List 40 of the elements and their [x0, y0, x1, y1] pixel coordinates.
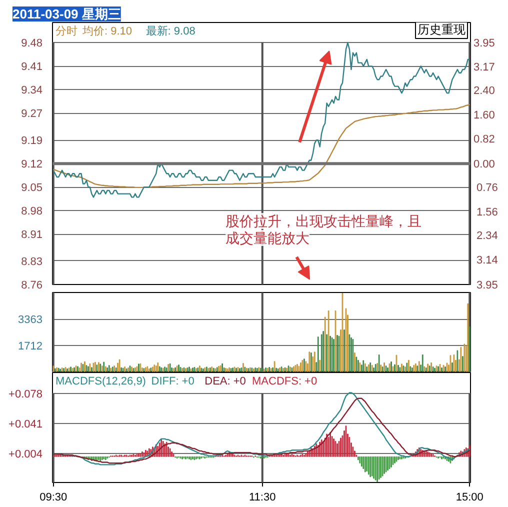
y-tick-label: +0.041 [8, 418, 42, 430]
x-tick-label: 09:30 [40, 492, 68, 504]
text: DEA: +0 [204, 376, 246, 388]
y-tick-label: +0.004 [8, 448, 42, 460]
annotation: 股价拉升，出现攻击性量峰，且成交量能放大 [226, 212, 422, 246]
text: 均价: 9.10 [82, 26, 132, 38]
y-tick-label: 9.41 [21, 61, 43, 74]
y-tick-label: 8.83 [21, 256, 43, 268]
y2-tick-label: 0.00 [474, 158, 495, 171]
x-tick-label: 15:00 [456, 492, 484, 504]
y3-tick-label: 3.14 [476, 254, 498, 267]
y3-tick-label: 3.95 [476, 280, 498, 292]
y3-tick-label: 0.76 [476, 182, 498, 194]
y2-tick-label: 1.60 [474, 110, 495, 122]
chart-subtitle: 分时 [56, 24, 78, 38]
y-tick-label: 9.19 [21, 135, 43, 148]
x-tick-label: 11:30 [249, 492, 276, 504]
y2-tick-label: 0.82 [474, 134, 495, 146]
y-tick-label: 9.12 [21, 158, 43, 171]
y-tick-label: 9.48 [21, 38, 43, 50]
text: 最新: 9.08 [146, 24, 196, 38]
y-tick-label: 8.91 [21, 229, 43, 242]
y-tick-label: 9.05 [21, 182, 43, 194]
y2-tick-label: 3.95 [474, 38, 495, 50]
y-tick-label: +0.078 [8, 388, 42, 401]
y-tick-label: 9.27 [21, 108, 43, 120]
text: DIFF: +0 [151, 376, 194, 388]
y3-tick-label: 2.34 [476, 230, 498, 242]
y-tick-label: 8.98 [21, 206, 43, 218]
y2-tick-label: 2.40 [474, 85, 495, 98]
chart-title: 2011-03-09 星期三 [12, 6, 121, 22]
y3-tick-label: 1.56 [476, 206, 498, 218]
chart-title: MACDFS(12,26,9) [56, 376, 146, 388]
y-tick-label: 9.34 [21, 84, 43, 97]
text: MACDFS: +0 [252, 376, 318, 388]
y-tick-label: 3363 [18, 314, 43, 326]
y-tick-label: 8.76 [21, 280, 43, 292]
annotation: 历史重现 [418, 22, 466, 36]
y-tick-label: 1712 [18, 340, 43, 352]
y2-tick-label: 3.17 [474, 62, 495, 74]
